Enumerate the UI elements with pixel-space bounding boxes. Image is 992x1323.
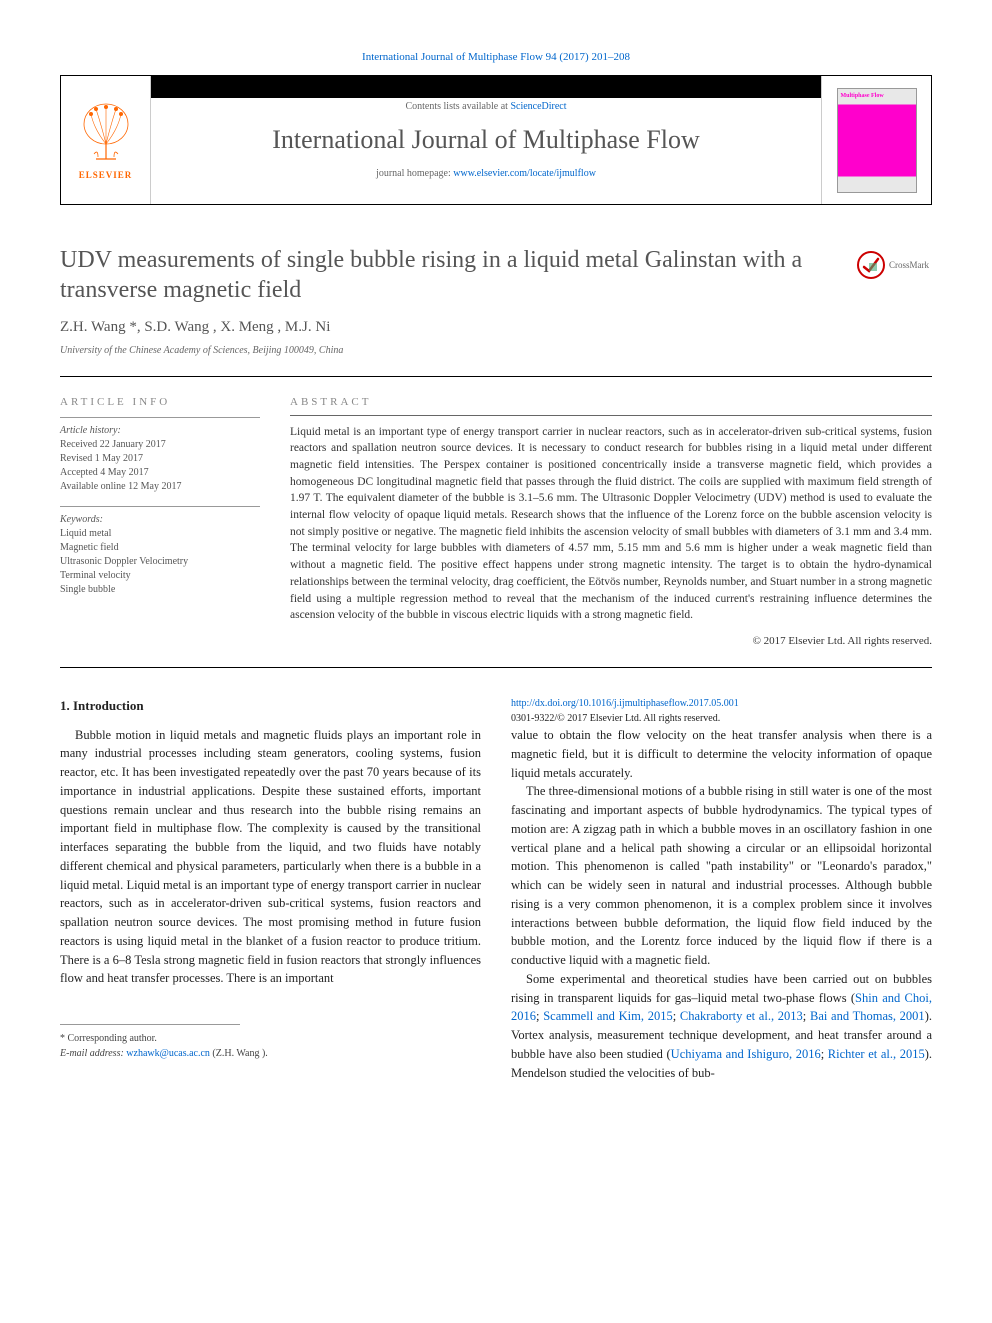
abstract-text: Liquid metal is an important type of ene… [290, 424, 932, 624]
citation-link[interactable]: Bai and Thomas, 2001 [810, 1009, 925, 1023]
rule-top [60, 376, 932, 377]
corr-author-label: * Corresponding author. [60, 1031, 481, 1046]
doi-link[interactable]: http://dx.doi.org/10.1016/j.ijmultiphase… [511, 698, 739, 709]
citation-link[interactable]: Scammell and Kim, 2015 [543, 1009, 673, 1023]
article-title: UDV measurements of single bubble rising… [60, 245, 837, 305]
abstract-col: ABSTRACT Liquid metal is an important ty… [290, 395, 932, 649]
journal-citation[interactable]: International Journal of Multiphase Flow… [60, 50, 932, 65]
body-text: ; [673, 1009, 680, 1023]
history-label: Article history: [60, 424, 260, 438]
revised-date: Revised 1 May 2017 [60, 452, 260, 466]
affiliation: University of the Chinese Academy of Sci… [60, 344, 932, 358]
journal-header: ELSEVIER Contents lists available at Sci… [60, 75, 932, 205]
cover-label: Multiphase Flow [841, 92, 884, 100]
body-paragraph: Bubble motion in liquid metals and magne… [60, 726, 481, 989]
body-columns: 1. Introduction Bubble motion in liquid … [60, 696, 932, 1082]
elsevier-text: ELSEVIER [79, 169, 133, 182]
keyword: Terminal velocity [60, 569, 260, 583]
footnote-separator [60, 1024, 240, 1025]
body-paragraph: value to obtain the flow velocity on the… [511, 726, 932, 782]
contents-line: Contents lists available at ScienceDirec… [151, 100, 821, 114]
journal-citation-link[interactable]: International Journal of Multiphase Flow… [362, 51, 630, 63]
body-paragraph: Some experimental and theoretical studie… [511, 970, 932, 1083]
crossmark-icon [857, 251, 885, 279]
elsevier-tree-icon [76, 99, 136, 169]
email-label: E-mail address: [60, 1048, 126, 1059]
body-text: ; [803, 1009, 810, 1023]
online-date: Available online 12 May 2017 [60, 480, 260, 494]
citation-link[interactable]: Uchiyama and Ishiguro, 2016 [671, 1047, 821, 1061]
section-heading-intro: 1. Introduction [60, 696, 481, 716]
article-info-heading: ARTICLE INFO [60, 395, 260, 410]
corresponding-author-note: * Corresponding author. E-mail address: … [60, 1031, 481, 1061]
crossmark-badge[interactable]: CrossMark [857, 245, 932, 279]
received-date: Received 22 January 2017 [60, 438, 260, 452]
homepage-prefix: journal homepage: [376, 168, 453, 179]
header-black-bar [151, 76, 821, 98]
abstract-heading: ABSTRACT [290, 395, 932, 410]
keyword: Liquid metal [60, 527, 260, 541]
contents-prefix: Contents lists available at [405, 101, 510, 112]
accepted-date: Accepted 4 May 2017 [60, 466, 260, 480]
header-center: Contents lists available at ScienceDirec… [151, 100, 821, 180]
citation-link[interactable]: Richter et al., 2015 [828, 1047, 925, 1061]
journal-title: International Journal of Multiphase Flow [151, 122, 821, 158]
body-paragraph: The three-dimensional motions of a bubbl… [511, 782, 932, 970]
abstract-copyright: © 2017 Elsevier Ltd. All rights reserved… [290, 634, 932, 649]
body-text: ; [821, 1047, 828, 1061]
email-link[interactable]: wzhawk@ucas.ac.cn [126, 1048, 210, 1059]
doi-block: http://dx.doi.org/10.1016/j.ijmultiphase… [511, 696, 932, 726]
keyword: Single bubble [60, 583, 260, 597]
issn-copyright: 0301-9322/© 2017 Elsevier Ltd. All right… [511, 713, 720, 724]
keywords-label: Keywords: [60, 513, 260, 527]
email-suffix: (Z.H. Wang ). [210, 1048, 268, 1059]
cover-image: Multiphase Flow [837, 88, 917, 193]
authors: Z.H. Wang *, S.D. Wang , X. Meng , M.J. … [60, 317, 932, 338]
keyword: Magnetic field [60, 541, 260, 555]
journal-cover-thumb: Multiphase Flow [821, 76, 931, 204]
citation-link[interactable]: Chakraborty et al., 2013 [680, 1009, 803, 1023]
crossmark-label: CrossMark [889, 259, 929, 272]
article-info-col: ARTICLE INFO Article history: Received 2… [60, 395, 260, 649]
homepage-link[interactable]: www.elsevier.com/locate/ijmulflow [453, 168, 596, 179]
sciencedirect-link[interactable]: ScienceDirect [510, 101, 566, 112]
keyword: Ultrasonic Doppler Velocimetry [60, 555, 260, 569]
rule-bottom [60, 667, 932, 668]
elsevier-logo: ELSEVIER [61, 76, 151, 204]
homepage-line: journal homepage: www.elsevier.com/locat… [151, 167, 821, 181]
